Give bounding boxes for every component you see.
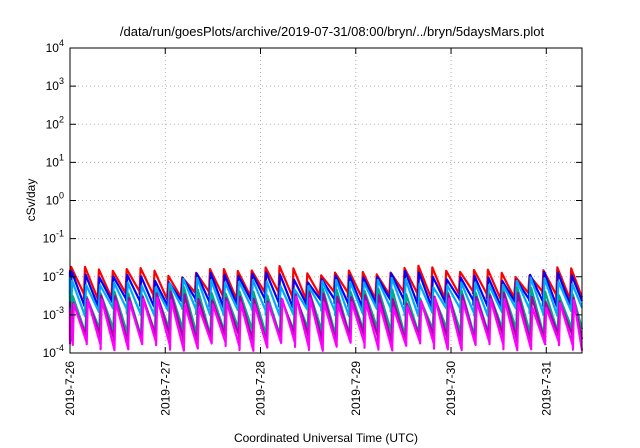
y-tick-label: 100 bbox=[46, 191, 64, 208]
x-tick-label: 2019-7-27 bbox=[158, 361, 172, 416]
y-tick-label: 101 bbox=[46, 152, 64, 169]
x-tick-label: 2019-7-28 bbox=[254, 361, 268, 416]
y-tick-label: 10-3 bbox=[43, 305, 64, 322]
y-tick-label: 10-2 bbox=[43, 267, 64, 284]
y-tick-label: 104 bbox=[46, 38, 64, 55]
y-tick-base: 10 bbox=[43, 232, 57, 246]
y-tick-base: 10 bbox=[43, 346, 57, 360]
x-tick-label: 2019-7-26 bbox=[63, 361, 77, 416]
y-tick-base: 10 bbox=[46, 155, 60, 169]
y-tick-exponent: 1 bbox=[59, 152, 64, 162]
y-tick-label: 10-1 bbox=[43, 229, 64, 246]
y-tick-exponent: 2 bbox=[59, 114, 64, 124]
y-tick-label: 10-4 bbox=[43, 343, 64, 360]
y-tick-base: 10 bbox=[43, 308, 57, 322]
series-group bbox=[68, 264, 584, 352]
x-tick-label: 2019-7-30 bbox=[444, 361, 458, 416]
grid bbox=[70, 48, 582, 353]
y-tick-exponent: 0 bbox=[59, 191, 64, 201]
y-tick-base: 10 bbox=[46, 194, 60, 208]
y-tick-label: 103 bbox=[46, 76, 64, 93]
y-tick-base: 10 bbox=[46, 117, 60, 131]
x-axis-label: Coordinated Universal Time (UTC) bbox=[234, 431, 418, 445]
series-line bbox=[68, 276, 584, 318]
y-tick-label: 102 bbox=[46, 114, 64, 131]
x-tick-label: 2019-7-29 bbox=[349, 361, 363, 416]
x-ticks: 2019-7-26 2019-7-27 2019-7-28 2019-7-29 2019… bbox=[63, 48, 553, 416]
y-tick-exponent: -3 bbox=[56, 305, 64, 315]
y-tick-exponent: 3 bbox=[59, 76, 64, 86]
x-tick-label: 2019-7-31 bbox=[539, 361, 553, 416]
y-tick-base: 10 bbox=[46, 79, 60, 93]
y-tick-base: 10 bbox=[46, 41, 60, 55]
y-tick-base: 10 bbox=[43, 270, 57, 284]
y-tick-exponent: -4 bbox=[56, 343, 64, 353]
y-tick-exponent: -1 bbox=[56, 229, 64, 239]
chart-title: /data/run/goesPlots/archive/2019-07-31/0… bbox=[120, 24, 545, 39]
y-tick-exponent: 4 bbox=[59, 38, 64, 48]
series-line bbox=[68, 295, 584, 352]
y-tick-exponent: -2 bbox=[56, 267, 64, 277]
y-axis-label: cSv/day bbox=[24, 179, 38, 222]
